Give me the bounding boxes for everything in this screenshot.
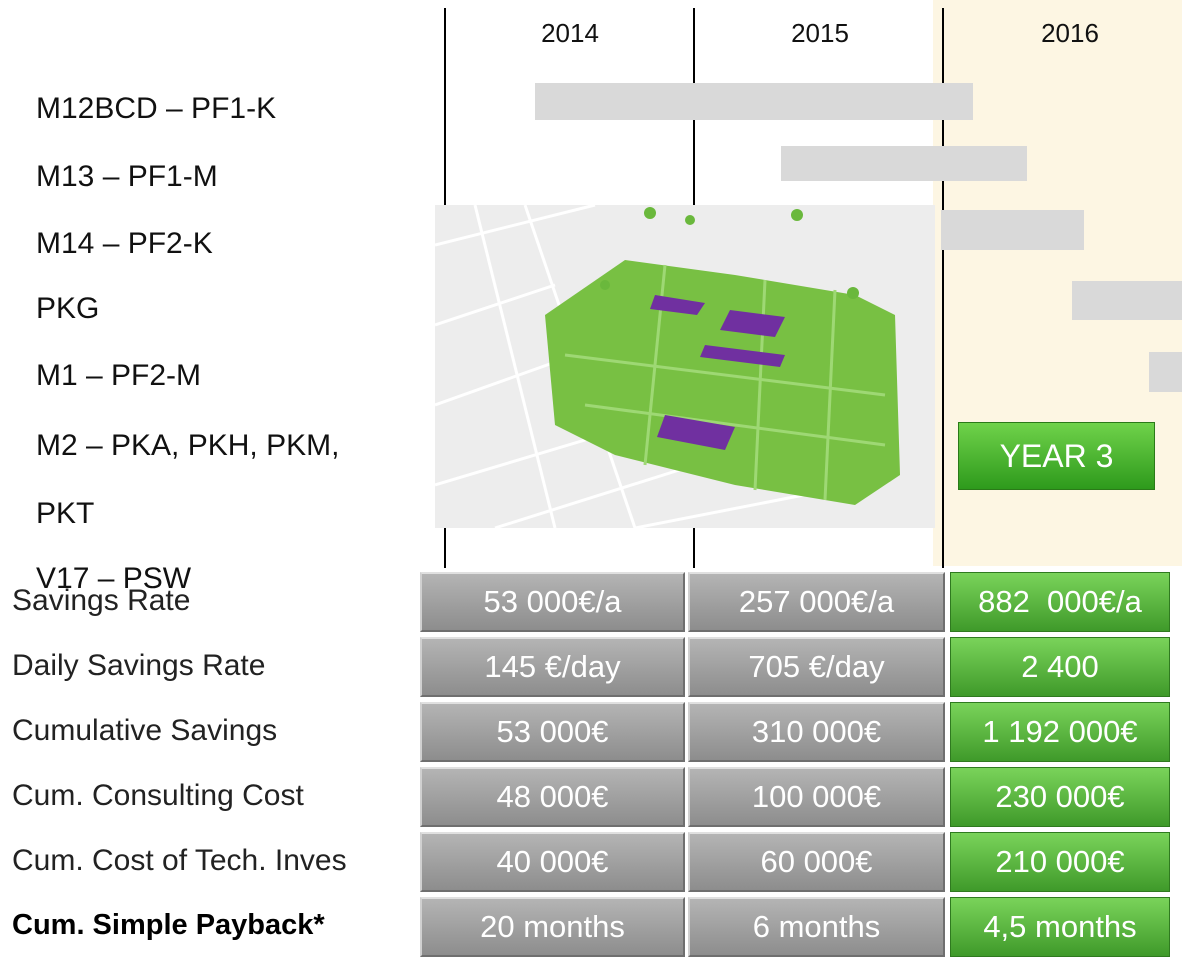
year-badge: YEAR 3	[958, 422, 1155, 490]
task-label: V17 – PSW	[36, 562, 192, 595]
divider	[942, 8, 944, 568]
row-label: Daily Savings Rate	[12, 649, 266, 682]
year-label: 2014	[541, 18, 599, 48]
schedule-bar	[941, 210, 1084, 250]
row-label: Cumulative Savings	[12, 714, 278, 747]
value-cell: 48 000€	[420, 767, 685, 827]
value-cell: 230 000€	[950, 767, 1170, 827]
row-label: Cum. Consulting Cost	[12, 779, 304, 812]
task-label: PKG	[36, 292, 100, 325]
task-label: M2 – PKA, PKH, PKM,	[36, 429, 340, 462]
value-cell: 53 000€	[420, 702, 685, 762]
value-cell: 882 000€/a	[950, 572, 1170, 632]
value-cell: 20 months	[420, 897, 685, 957]
task-label: M12BCD – PF1-K	[36, 92, 277, 125]
row-label: Cum. Cost of Tech. Inves	[12, 844, 347, 877]
year-label: 2015	[791, 18, 849, 48]
value-cell: 40 000€	[420, 832, 685, 892]
value-cell: 145 €/day	[420, 637, 685, 697]
task-label: M1 – PF2-M	[36, 359, 202, 392]
schedule-bar	[781, 146, 1027, 181]
value-cell: 705 €/day	[688, 637, 945, 697]
value-cell: 2 400	[950, 637, 1170, 697]
year-label: 2016	[1041, 18, 1099, 48]
value-cell: 257 000€/a	[688, 572, 945, 632]
task-label: M13 – PF1-M	[36, 160, 218, 193]
task-label: M14 – PF2-K	[36, 227, 213, 260]
value-cell: 310 000€	[688, 702, 945, 762]
value-cell: 6 months	[688, 897, 945, 957]
value-cell: 100 000€	[688, 767, 945, 827]
schedule-bar	[535, 83, 973, 120]
row-label: Cum. Simple Payback*	[12, 909, 325, 941]
value-cell: 53 000€/a	[420, 572, 685, 632]
value-cell: 4,5 months	[950, 897, 1170, 957]
site-map	[435, 205, 935, 528]
value-cell: 1 192 000€	[950, 702, 1170, 762]
task-label: PKT	[36, 497, 95, 530]
schedule-bar	[1072, 281, 1182, 320]
value-cell: 210 000€	[950, 832, 1170, 892]
value-cell: 60 000€	[688, 832, 945, 892]
row-label: Savings Rate	[12, 584, 191, 617]
schedule-bar	[1149, 352, 1182, 392]
